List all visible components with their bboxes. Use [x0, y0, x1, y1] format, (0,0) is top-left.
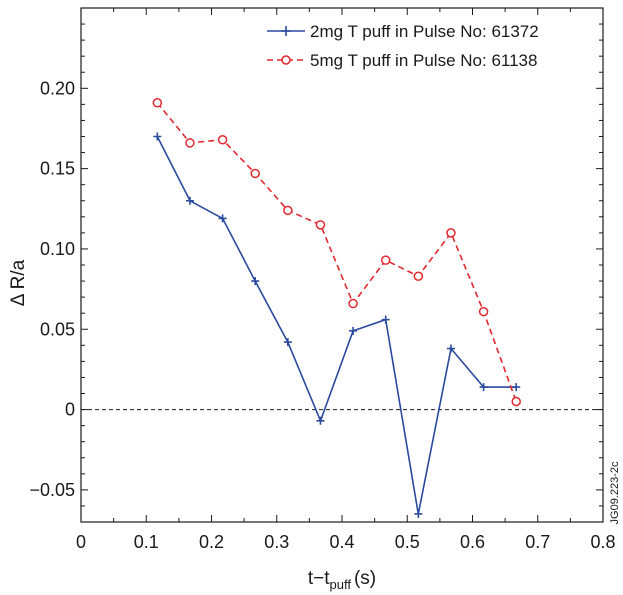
- data-point-circle: [413, 271, 424, 281]
- legend: 2mg T puff in Pulse No: 61372 5mg T puff…: [267, 22, 539, 70]
- x-axis-title: t−tpuff (s): [308, 568, 376, 592]
- data-point-plus: [446, 344, 455, 353]
- x-tick-label: 0.1: [134, 532, 159, 552]
- y-tick-label: 0.05: [40, 319, 75, 339]
- data-point-circle: [348, 298, 358, 309]
- data-point-plus: [381, 315, 390, 324]
- x-tick-label: 0.4: [329, 532, 354, 552]
- data-point-plus: [479, 383, 488, 392]
- y-tick-label: 0.15: [40, 159, 75, 179]
- x-tick-label: 0: [76, 532, 86, 552]
- plot-frame: [80, 7, 604, 523]
- legend-marker-circle: [281, 55, 291, 65]
- y-axis-title: Δ R/a: [8, 259, 29, 306]
- legend-marker-plus: [281, 26, 291, 36]
- legend-item-5mg: 5mg T puff in Pulse No: 61138: [267, 51, 537, 70]
- data-point-circle: [185, 138, 195, 148]
- data-point-plus: [283, 338, 292, 347]
- data-point-plus: [218, 214, 227, 223]
- x-tick-label: 0.7: [525, 532, 550, 552]
- data-point-circle: [478, 306, 489, 317]
- data-point-plus: [185, 196, 194, 205]
- data-point-plus: [414, 509, 423, 518]
- x-tick-label: 0.8: [590, 532, 615, 552]
- x-tick-label: 0.2: [199, 532, 224, 552]
- x-tick-label: 0.3: [264, 532, 289, 552]
- legend-label-2mg: 2mg T puff in Pulse No: 61372: [310, 22, 539, 41]
- y-tick-label: 0.10: [40, 239, 75, 259]
- data-point-circle: [380, 255, 391, 265]
- y-axis: −0.05 0 0.05 0.10 0.15 0.20: [29, 23, 603, 507]
- legend-label-5mg: 5mg T puff in Pulse No: 61138: [310, 51, 537, 70]
- data-point-circle: [152, 98, 163, 108]
- data-point-circle: [315, 220, 326, 230]
- data-point-circle: [446, 228, 456, 238]
- data-point-circle: [250, 168, 260, 179]
- x-tick-label: 0.5: [395, 532, 420, 552]
- x-axis-title-unit: (s): [354, 568, 376, 589]
- data-point-plus: [251, 277, 260, 286]
- series-line-0: [156, 136, 517, 515]
- y-tick-label: 0.20: [40, 78, 75, 98]
- figure-code-label: JG09.223-2c: [609, 461, 621, 524]
- data-point-plus: [349, 326, 358, 335]
- legend-item-2mg: 2mg T puff in Pulse No: 61372: [267, 22, 539, 41]
- series-line-1: [156, 102, 517, 402]
- y-tick-label: −0.05: [29, 480, 75, 500]
- data-point-circle: [283, 205, 293, 216]
- data-point-plus: [316, 416, 325, 425]
- data-point-circle: [217, 134, 228, 145]
- x-tick-label: 0.6: [460, 532, 485, 552]
- y-tick-label: 0: [65, 400, 75, 420]
- series-layer: [152, 98, 521, 518]
- x-axis-title-main: t−t: [308, 568, 330, 589]
- data-point-plus: [512, 383, 521, 392]
- x-axis-title-sub: puff: [330, 577, 352, 592]
- data-point-circle: [511, 396, 521, 407]
- x-axis: 0 0.1 0.2 0.3 0.4 0.5 0.6 0.7 0.8: [76, 8, 616, 552]
- data-point-plus: [153, 132, 162, 141]
